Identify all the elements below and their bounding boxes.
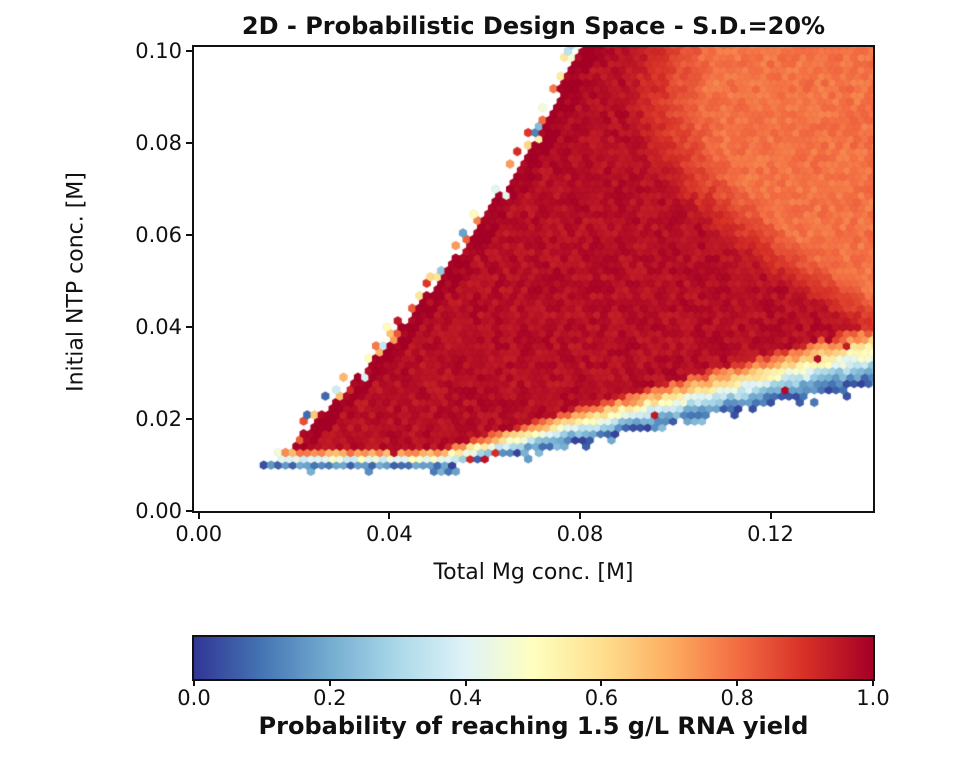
y-tick-mark [186,142,192,145]
colorbar-tick-label: 0.4 [448,686,483,710]
colorbar-tick-label: 0.0 [177,686,211,710]
colorbar-tick-mark [328,681,331,686]
colorbar-tick-mark [600,681,603,686]
colorbar-tick-mark [464,681,467,686]
colorbar [192,635,875,681]
y-tick-mark [186,510,192,512]
chart-title: 2D - Probabilistic Design Space - S.D.=2… [241,12,826,40]
x-tick-label: 0.00 [175,522,223,546]
y-tick-label: 0.08 [135,131,182,156]
x-tick-mark [578,513,581,519]
colorbar-tick-label: 0.8 [720,686,754,710]
y-tick-mark [186,418,192,421]
plot-area [192,45,875,513]
y-tick-mark [186,326,192,329]
x-tick-mark [388,513,391,519]
colorbar-label: Probability of reaching 1.5 g/L RNA yiel… [258,712,809,740]
y-tick-label: 0.06 [135,223,182,248]
y-tick-label: 0.10 [135,39,182,64]
y-tick-mark [186,234,192,237]
design-space-hexmap [194,47,873,511]
colorbar-tick-label: 0.6 [584,686,619,710]
colorbar-tick-label: 0.2 [313,686,347,710]
y-tick-label: 0.00 [135,499,182,523]
colorbar-tick-label: 1.0 [856,686,890,710]
x-tick-label: 0.12 [747,522,794,546]
x-tick-mark [197,513,200,519]
x-tick-label: 0.04 [365,522,413,546]
colorbar-tick-mark [193,681,195,686]
x-tick-mark [769,513,772,519]
y-tick-label: 0.04 [135,315,182,340]
x-tick-label: 0.08 [556,522,604,546]
y-tick-label: 0.02 [135,407,182,432]
y-axis-label: Initial NTP conc. [M] [63,172,89,392]
x-axis-label: Total Mg conc. [M] [433,560,634,585]
y-tick-mark [186,50,192,53]
colorbar-gradient [194,637,873,679]
colorbar-tick-mark [736,681,739,686]
colorbar-tick-mark [872,681,874,686]
